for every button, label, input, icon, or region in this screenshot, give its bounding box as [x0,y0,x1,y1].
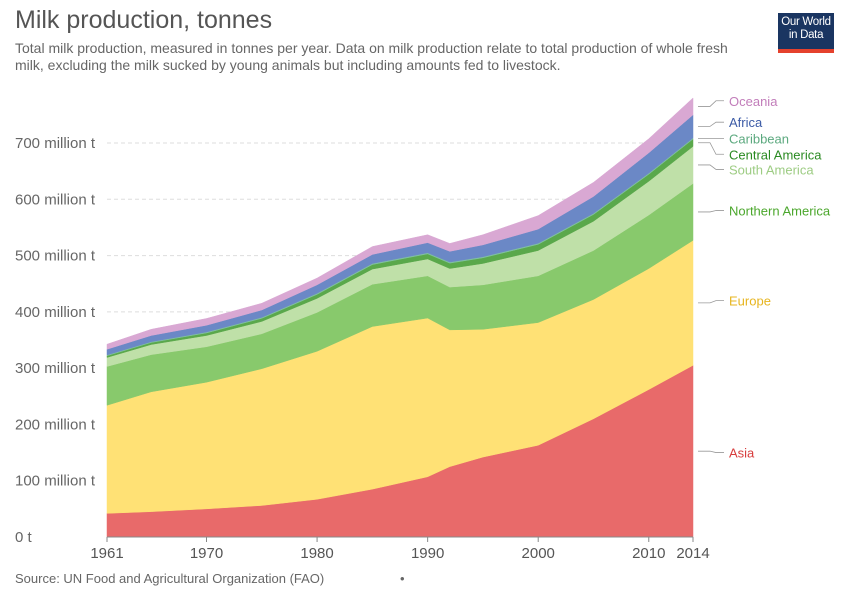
legend-connector-africa [698,121,724,127]
legend-connector-oceania [698,100,724,107]
legend-label-south-america[interactable]: South America [729,162,814,177]
logo-line-1: Our World [781,16,831,28]
y-tick-label-6: 600 million t [15,191,96,208]
legend-connector-central-america [698,142,724,155]
footer-dot: • [400,571,405,586]
owid-logo[interactable]: Our World in Data [778,13,834,53]
y-tick-label-1: 100 million t [15,473,96,490]
x-tick-label-1: 1970 [190,545,223,562]
y-tick-label-3: 300 million t [15,360,96,377]
y-tick-label-7: 700 million t [15,135,96,152]
x-tick-label-6: 2014 [676,545,709,562]
source-note: Source: UN Food and Agricultural Organiz… [15,571,325,586]
y-tick-label-2: 200 million t [15,416,96,433]
x-tick-label-4: 2000 [522,545,555,562]
logo-line-2: in Data [788,29,824,41]
y-tick-label-5: 500 million t [15,248,96,265]
x-axis-ticks: 1961 1970 1980 1990 2000 2010 2014 [90,536,710,562]
legend-connector-northern-america [698,210,724,213]
x-tick-label-3: 1990 [411,545,444,562]
page-title: Milk production, tonnes [15,6,273,34]
legend-label-europe[interactable]: Europe [729,294,771,309]
area-oceania[interactable] [106,97,694,350]
legend-label-africa[interactable]: Africa [729,115,763,130]
x-tick-label-2: 1980 [300,545,333,562]
legend-label-northern-america[interactable]: Northern America [729,204,831,219]
legend-label-central-america[interactable]: Central America [729,147,822,162]
y-tick-label-0: 0 t [15,529,33,546]
legend-connector-asia [698,450,724,453]
x-tick-label-0: 1961 [90,545,123,562]
area-series [106,97,694,538]
x-tick-label-5: 2010 [632,545,665,562]
legend-label-oceania[interactable]: Oceania [729,94,778,109]
legend-label-asia[interactable]: Asia [729,446,755,461]
legend-connector-south-america [698,164,724,170]
page-subtitle: Total milk production, measured in tonne… [15,40,728,73]
legend-connector-europe [698,300,724,304]
y-tick-label-4: 400 million t [15,304,96,321]
legend-label-caribbean[interactable]: Caribbean [729,131,789,146]
y-axis-ticks: 0 t 100 million t 200 million t 300 million… [15,135,96,546]
